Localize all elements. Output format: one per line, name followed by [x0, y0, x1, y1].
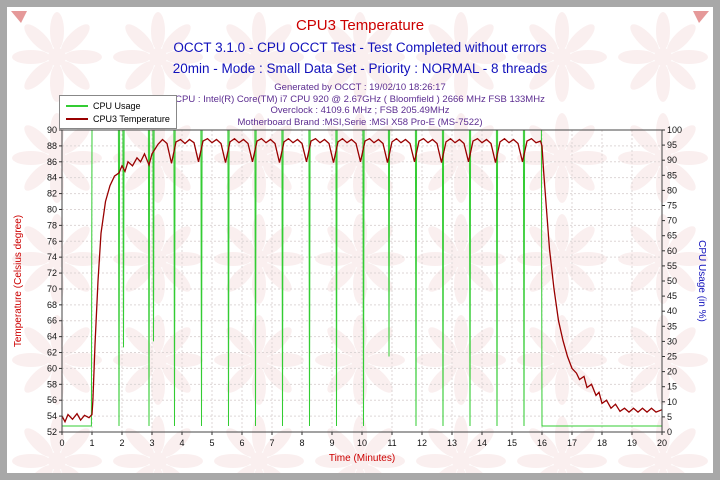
tick-label-x: 9 [329, 438, 334, 448]
tick-label-right: 15 [667, 382, 677, 392]
tick-label-x: 3 [149, 438, 154, 448]
tick-label-x: 14 [477, 438, 487, 448]
tick-label-x: 12 [417, 438, 427, 448]
tick-label-left: 62 [47, 348, 57, 358]
info-overclock: Overclock : 4109.6 MHz ; FSB 205.49MHz [270, 105, 450, 116]
series-cpu3-temperature [61, 137, 663, 424]
legend-item-cpu3-temperature: CPU3 Temperature [66, 112, 170, 125]
tick-label-left: 80 [47, 204, 57, 214]
tick-label-x: 10 [357, 438, 367, 448]
tick-label-left: 84 [47, 173, 57, 183]
tick-label-x: 17 [567, 438, 577, 448]
legend-label: CPU3 Temperature [93, 113, 170, 124]
tick-label-left: 54 [47, 411, 57, 421]
tick-label-x: 5 [209, 438, 214, 448]
tick-label-right: 80 [667, 185, 677, 195]
tick-label-x: 0 [59, 438, 64, 448]
tick-label-right: 40 [667, 306, 677, 316]
info-motherboard: Motherboard Brand :MSI,Serie :MSI X58 Pr… [237, 116, 483, 128]
tick-label-right: 65 [667, 231, 677, 241]
tick-label-x: 16 [537, 438, 547, 448]
tick-label-left: 88 [47, 141, 57, 151]
chart-subtitle-mode: 20min - Mode : Small Data Set - Priority… [172, 61, 548, 76]
tick-label-right: 35 [667, 321, 677, 331]
tick-label-left: 76 [47, 236, 57, 246]
legend-label: CPU Usage [93, 100, 141, 111]
temperature-usage-plot: 9088868482807876747270686664626058565452… [13, 125, 707, 464]
info-cpu: CPU : Intel(R) Core(TM) i7 CPU 920 @ 2.6… [175, 93, 545, 105]
tick-label-x: 13 [447, 438, 457, 448]
tick-label-left: 58 [47, 379, 57, 389]
y-right-axis-title: CPU Usage (in %) [696, 240, 707, 322]
tick-label-left: 82 [47, 189, 57, 199]
tick-label-right: 5 [667, 412, 672, 422]
tick-label-right: 70 [667, 216, 677, 226]
chart-subtitle-test: OCCT 3.1.0 - CPU OCCT Test - Test Comple… [173, 40, 547, 55]
tick-label-right: 60 [667, 246, 677, 256]
tick-label-right: 30 [667, 336, 677, 346]
tick-label-left: 78 [47, 220, 57, 230]
legend-item-cpu-usage: CPU Usage [66, 99, 170, 112]
tick-label-right: 45 [667, 291, 677, 301]
chart-title: CPU3 Temperature [295, 17, 425, 34]
tick-label-left: 74 [47, 252, 57, 262]
tick-label-left: 90 [47, 125, 57, 135]
tick-label-right: 10 [667, 397, 677, 407]
tick-label-left: 86 [47, 157, 57, 167]
tick-label-right: 25 [667, 352, 677, 362]
cpu-usage-line-swatch [66, 104, 88, 107]
tick-label-x: 20 [657, 438, 667, 448]
tick-label-right: 75 [667, 201, 677, 211]
chart-info-block: Generated by OCCT : 19/02/10 18:26:17 CP… [7, 82, 713, 128]
cpu3-temperature-line-swatch [66, 117, 88, 120]
watermark-corner-glyphs [11, 11, 709, 23]
tick-label-x: 6 [239, 438, 244, 448]
tick-label-x: 4 [179, 438, 184, 448]
tick-label-left: 68 [47, 300, 57, 310]
tick-label-x: 2 [119, 438, 124, 448]
y-left-axis-title: Temperature (Celsius degree) [13, 215, 24, 347]
tick-label-left: 52 [47, 427, 57, 437]
tick-label-right: 100 [667, 125, 682, 135]
tick-label-left: 64 [47, 332, 57, 342]
tick-label-right: 85 [667, 170, 677, 180]
tick-label-left: 70 [47, 284, 57, 294]
chart-legend: CPU Usage CPU3 Temperature [59, 95, 177, 129]
tick-label-right: 55 [667, 261, 677, 271]
tick-label-x: 8 [299, 438, 304, 448]
chart-canvas: CPU3 Temperature OCCT 3.1.0 - CPU OCCT T… [7, 7, 713, 473]
x-axis-title: Time (Minutes) [329, 453, 395, 464]
tick-label-x: 1 [89, 438, 94, 448]
tick-label-x: 7 [269, 438, 274, 448]
tick-label-right: 20 [667, 367, 677, 377]
tick-label-x: 11 [387, 438, 396, 448]
tick-label-left: 66 [47, 316, 57, 326]
tick-label-left: 60 [47, 363, 57, 373]
tick-label-left: 56 [47, 395, 57, 405]
tick-label-x: 19 [627, 438, 637, 448]
tick-label-right: 50 [667, 276, 677, 286]
tick-label-x: 15 [507, 438, 517, 448]
tick-label-right: 95 [667, 140, 677, 150]
tick-label-right: 90 [667, 155, 677, 165]
tick-label-x: 18 [597, 438, 607, 448]
chart-header: CPU3 Temperature OCCT 3.1.0 - CPU OCCT T… [7, 7, 713, 128]
info-generated: Generated by OCCT : 19/02/10 18:26:17 [274, 82, 446, 93]
tick-label-left: 72 [47, 268, 57, 278]
tick-label-right: 0 [667, 427, 672, 437]
